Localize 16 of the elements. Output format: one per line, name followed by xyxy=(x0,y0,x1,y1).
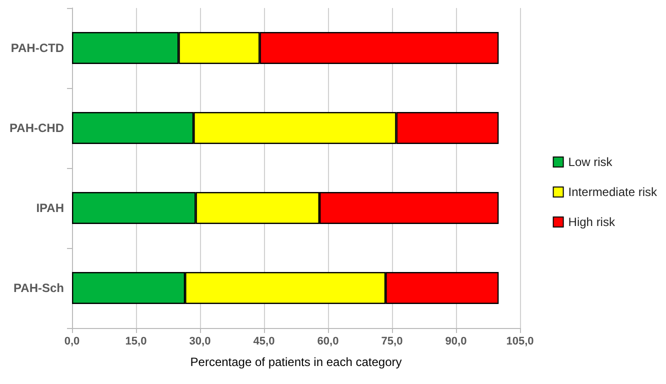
x-tick-label: 90,0 xyxy=(445,336,467,348)
x-tick-label: 0,0 xyxy=(64,336,80,348)
legend-label: Low risk xyxy=(568,155,614,169)
x-axis-title: Percentage of patients in each category xyxy=(190,355,402,369)
x-tick-label: 45,0 xyxy=(253,336,275,348)
x-tick-label: 75,0 xyxy=(381,336,403,348)
legend-label: High risk xyxy=(568,215,616,229)
y-tick-label: PAH-Sch xyxy=(14,281,64,295)
x-tick-label: 15,0 xyxy=(125,336,147,348)
y-tick-label: PAH-CHD xyxy=(10,121,64,135)
x-tick-label: 30,0 xyxy=(189,336,211,348)
legend-label: Intermediate risk xyxy=(568,185,658,199)
x-tick-label: 60,0 xyxy=(317,336,339,348)
x-tick-label: 105,0 xyxy=(506,336,534,348)
y-tick-label: IPAH xyxy=(36,201,64,215)
y-tick-label: PAH-CTD xyxy=(10,41,64,55)
